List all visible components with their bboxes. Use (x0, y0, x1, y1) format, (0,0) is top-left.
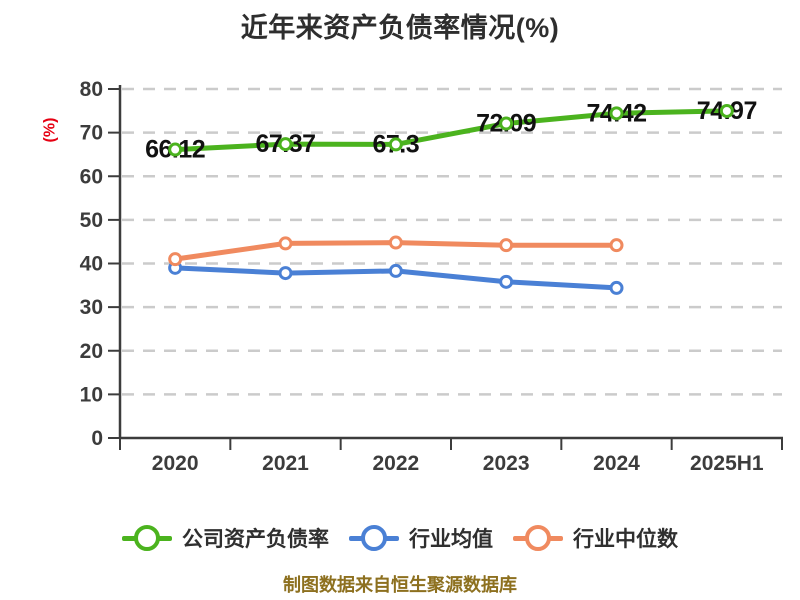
data-point-marker (609, 238, 624, 253)
x-tick-label: 2021 (262, 452, 309, 475)
legend-label-company-ratio: 公司资产负债率 (182, 528, 329, 551)
series-line-0 (172, 108, 730, 153)
data-point-marker (168, 252, 183, 267)
legend-item-company-ratio[interactable]: 公司资产负债率 (122, 523, 329, 553)
legend-marker-blue-icon (349, 525, 399, 551)
y-tick-label: 10 (80, 383, 103, 406)
x-tick-label: 2022 (372, 452, 419, 475)
legend-item-industry-median[interactable]: 行业中位数 (513, 523, 678, 553)
data-point-marker (609, 280, 624, 295)
data-point-marker (388, 235, 403, 250)
y-tick-label: 80 (80, 78, 103, 101)
x-tick-label: 2023 (483, 452, 530, 475)
legend-label-industry-median: 行业中位数 (573, 528, 678, 551)
legend: 公司资产负债率 行业均值 行业中位数 (0, 516, 800, 560)
x-tick-label: 2020 (152, 452, 199, 475)
data-point-marker (719, 103, 734, 118)
y-tick-label: 0 (91, 427, 103, 450)
y-tick-label: 20 (80, 340, 103, 363)
y-tick-label: 30 (80, 296, 103, 319)
x-tick-label: 2024 (593, 452, 640, 475)
source-note: 制图数据来自恒生聚源数据库 (283, 575, 517, 595)
data-point-marker (278, 266, 293, 281)
x-tick-label: 2025H1 (690, 452, 764, 475)
data-point-marker (499, 238, 514, 253)
data-point-marker (499, 274, 514, 289)
data-point-marker (609, 106, 624, 121)
legend-item-industry-mean[interactable]: 行业均值 (349, 523, 493, 553)
legend-marker-orange-icon (513, 525, 563, 551)
data-point-marker (278, 137, 293, 152)
legend-marker-green-icon (122, 525, 172, 551)
y-tick-label: 60 (80, 165, 103, 188)
data-point-marker (278, 236, 293, 251)
legend-label-industry-mean: 行业均值 (409, 528, 493, 551)
data-point-marker (499, 116, 514, 131)
data-point-marker (388, 137, 403, 152)
data-point-marker (388, 263, 403, 278)
y-tick-label: 50 (80, 209, 103, 232)
y-tick-label: 70 (80, 122, 103, 145)
data-point-marker (168, 142, 183, 157)
y-tick-label: 40 (80, 253, 103, 276)
chart-title: 近年来资产负债率情况(%) (240, 13, 560, 43)
